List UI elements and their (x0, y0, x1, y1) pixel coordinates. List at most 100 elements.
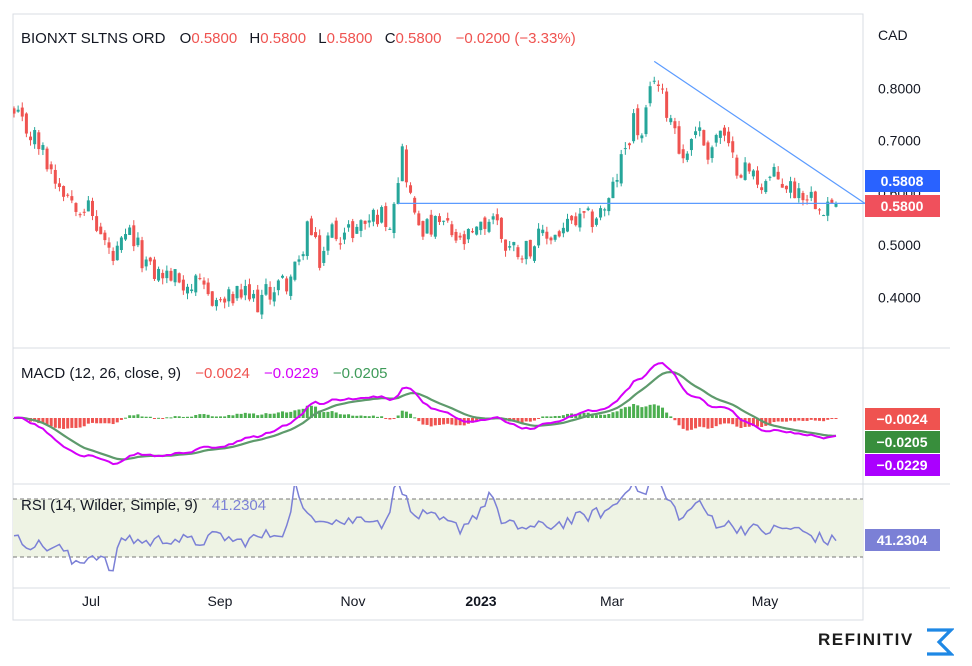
macd-hist-bar (665, 412, 669, 418)
candle-body (797, 188, 801, 199)
macd-hist-bar (388, 418, 392, 420)
rsi-badge-bg (865, 529, 940, 551)
macd-badge-macd: −0.0229 (865, 454, 940, 476)
candle-body (466, 228, 470, 240)
axis-badges: 0.5808 0.5800 −0.0024 −0.0205 −0.0229 41.2304 (865, 170, 940, 551)
macd-hist-bar (520, 418, 524, 424)
macd-hist-bar (111, 418, 115, 425)
macd-hist-bar (318, 410, 322, 418)
macd-hist-bar (375, 416, 379, 418)
macd-hist-bar (107, 418, 111, 424)
macd-hist-bar (384, 418, 388, 419)
candle-body (107, 242, 111, 248)
macd-hist-bar (677, 418, 681, 426)
candle-body (504, 239, 508, 251)
macd-hist-bar (148, 416, 152, 418)
candle-body (103, 232, 107, 241)
price-tick-label: 0.7000 (878, 133, 921, 149)
candle-body (210, 291, 214, 306)
price-badge-previous: 0.5808 (865, 170, 940, 192)
macd-hist-bar (789, 418, 793, 421)
macd-hist-bar (532, 418, 536, 421)
macd-hist-bar (86, 418, 90, 424)
candle-body (417, 213, 421, 226)
candle-body (727, 131, 731, 144)
macd-hist-bar (165, 417, 169, 419)
candle-body (656, 84, 660, 87)
candle-body (404, 149, 408, 183)
candle-body (227, 289, 231, 302)
candle-body (177, 273, 181, 283)
macd-hist-bar (115, 418, 119, 423)
macd-badge-histogram-bg (865, 408, 940, 430)
candles (13, 76, 838, 320)
macd-hist-bar (442, 418, 446, 425)
macd-hist-bar (681, 418, 685, 429)
candle-body (20, 107, 24, 117)
refinitiv-wordmark: REFINITIV (818, 630, 914, 649)
candle-body (433, 215, 437, 237)
macd-hist-bar (326, 411, 330, 418)
macd-hist-bar (330, 411, 334, 418)
macd-hist-bar (210, 416, 214, 418)
candle-body (471, 231, 475, 233)
macd-hist-bar (751, 418, 755, 427)
candle-body (776, 171, 780, 180)
macd-hist-bar (252, 413, 256, 418)
candle-body (132, 225, 136, 247)
candle-body (13, 108, 16, 114)
candle-body (86, 200, 90, 212)
macd-hist-bar (136, 414, 140, 418)
candle-body (834, 203, 838, 207)
candle-body (392, 203, 396, 234)
macd-hist-bar (82, 418, 86, 427)
macd-hist-bar (553, 416, 557, 418)
candle-body (735, 157, 739, 176)
candle-body (603, 209, 607, 211)
candle-body (140, 240, 144, 269)
macd-hist-bar (722, 418, 726, 424)
candle-body (450, 224, 454, 236)
candle-body (722, 127, 726, 136)
macd-hist-bar (632, 404, 636, 418)
candle-body (99, 226, 103, 235)
candle-body (636, 108, 640, 136)
candle-body (152, 259, 156, 279)
candle-body (512, 242, 516, 246)
macd-hist-bar (685, 418, 689, 431)
macd-hist-bar (648, 404, 652, 418)
macd-hist-bar (673, 418, 677, 421)
macd-hist-bar (206, 414, 210, 418)
macd-hist-bar (776, 418, 780, 422)
macd-hist-bar (45, 418, 49, 426)
time-tick-label: 2023 (465, 593, 496, 609)
macd-hist-bar (545, 416, 549, 418)
macd-hist-bar (305, 405, 309, 418)
macd-badge-histogram-text: −0.0024 (877, 411, 928, 427)
rsi-header-value: 41.2304 (212, 497, 266, 514)
macd-hist-bar (95, 418, 99, 424)
candle-body (375, 214, 379, 225)
macd-hist-bar (652, 404, 656, 418)
candle-body (409, 185, 413, 193)
candle-body (458, 235, 462, 238)
macd-hist-bar (524, 418, 528, 422)
candle-body (557, 231, 561, 237)
candle-body (53, 169, 57, 184)
candle-body (219, 299, 223, 301)
candle-body (37, 132, 41, 150)
macd-hist-bar (541, 416, 545, 418)
candle-body (442, 220, 446, 222)
macd-hist-bar (421, 418, 425, 425)
candle-body (731, 141, 735, 153)
candle-body (780, 183, 784, 188)
candle-body (314, 232, 318, 238)
candle-body (157, 268, 161, 281)
macd-hist-bar (516, 418, 520, 423)
candle-body (41, 145, 45, 150)
macd-hist-bar (817, 418, 821, 421)
macd-hist-bar (619, 408, 623, 418)
candle-body (437, 216, 441, 223)
macd-hist-bar (718, 418, 722, 425)
